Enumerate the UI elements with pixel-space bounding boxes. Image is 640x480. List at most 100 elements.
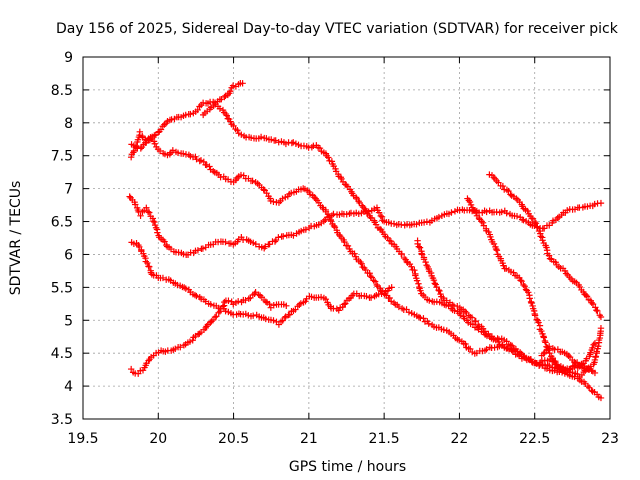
data-point xyxy=(443,297,450,304)
data-point xyxy=(279,195,286,202)
data-point xyxy=(340,301,348,308)
data-point xyxy=(431,280,439,287)
data-point xyxy=(262,315,269,323)
data-point xyxy=(372,221,380,228)
data-point xyxy=(500,262,507,269)
y-tick-label: 4.5 xyxy=(51,346,73,362)
data-point xyxy=(472,317,479,325)
data-point xyxy=(159,274,167,282)
data-point xyxy=(493,247,501,254)
y-tick-label: 4 xyxy=(64,379,73,395)
series-track-2 xyxy=(199,101,593,373)
data-point xyxy=(549,217,557,224)
data-point xyxy=(501,344,508,351)
data-point xyxy=(468,314,476,321)
data-point xyxy=(322,295,330,303)
x-tick-label: 22 xyxy=(451,431,469,447)
data-point xyxy=(495,179,502,186)
data-point xyxy=(411,266,418,274)
data-point xyxy=(423,218,431,225)
data-point xyxy=(191,291,199,299)
data-point xyxy=(490,240,498,248)
data-point xyxy=(415,280,422,287)
data-point xyxy=(371,205,378,213)
data-point xyxy=(367,294,375,301)
data-point xyxy=(222,307,229,315)
data-point xyxy=(296,301,303,309)
data-point xyxy=(569,363,577,370)
data-point xyxy=(330,222,338,230)
data-point xyxy=(594,307,601,315)
data-point xyxy=(311,194,318,201)
data-point xyxy=(415,243,423,250)
data-point xyxy=(534,224,541,231)
y-tick-label: 8.5 xyxy=(51,83,73,99)
y-tick-label: 9 xyxy=(64,50,73,66)
data-point xyxy=(126,193,133,200)
data-point xyxy=(194,106,201,114)
data-point xyxy=(335,231,343,238)
data-point xyxy=(283,302,290,309)
data-point xyxy=(499,182,507,190)
data-point xyxy=(365,208,372,215)
data-point xyxy=(417,287,424,294)
data-point xyxy=(590,341,597,348)
data-point xyxy=(503,186,511,194)
data-point xyxy=(245,295,252,302)
y-tick-label: 7 xyxy=(64,182,73,198)
data-point xyxy=(528,299,535,307)
data-point xyxy=(325,154,332,161)
data-point xyxy=(483,208,490,216)
data-points xyxy=(126,80,605,402)
data-point xyxy=(219,303,227,310)
data-point xyxy=(238,131,245,138)
data-point xyxy=(492,245,500,253)
data-point xyxy=(595,343,602,350)
y-axis-title: SDTVAR / TECUs xyxy=(8,181,24,296)
data-point xyxy=(142,258,149,265)
data-point xyxy=(194,247,202,254)
data-point xyxy=(366,270,373,277)
data-point xyxy=(288,139,296,147)
data-point xyxy=(207,319,214,326)
data-point xyxy=(127,365,135,373)
data-point xyxy=(592,353,600,360)
data-point xyxy=(448,209,455,216)
data-point xyxy=(271,238,279,245)
data-point xyxy=(588,299,595,306)
data-point xyxy=(416,244,424,251)
x-tick-label: 20 xyxy=(149,431,167,447)
data-point xyxy=(225,297,232,304)
data-point xyxy=(144,259,151,267)
data-point xyxy=(455,337,463,344)
series-track-3 xyxy=(128,134,605,381)
data-point xyxy=(517,277,524,284)
data-point xyxy=(174,149,182,156)
data-point xyxy=(525,289,532,296)
data-point xyxy=(575,362,582,369)
data-point xyxy=(193,155,200,163)
data-point xyxy=(531,312,539,319)
data-point xyxy=(177,343,184,351)
data-point xyxy=(503,209,510,217)
data-point xyxy=(257,133,265,141)
data-point xyxy=(339,303,346,311)
data-point xyxy=(420,219,428,226)
data-point xyxy=(270,317,277,324)
data-point xyxy=(597,394,605,402)
data-point xyxy=(435,213,443,221)
data-point xyxy=(302,226,310,233)
data-point xyxy=(199,245,207,252)
data-point xyxy=(505,187,512,195)
data-point xyxy=(405,309,413,316)
data-point xyxy=(571,358,578,366)
data-point xyxy=(371,278,379,285)
series-track-6 xyxy=(127,289,290,377)
data-point xyxy=(593,307,600,314)
data-point xyxy=(532,220,540,227)
data-point xyxy=(266,300,273,308)
data-point xyxy=(540,225,548,232)
data-point xyxy=(208,318,215,325)
data-point xyxy=(151,218,158,226)
data-point xyxy=(154,129,162,136)
